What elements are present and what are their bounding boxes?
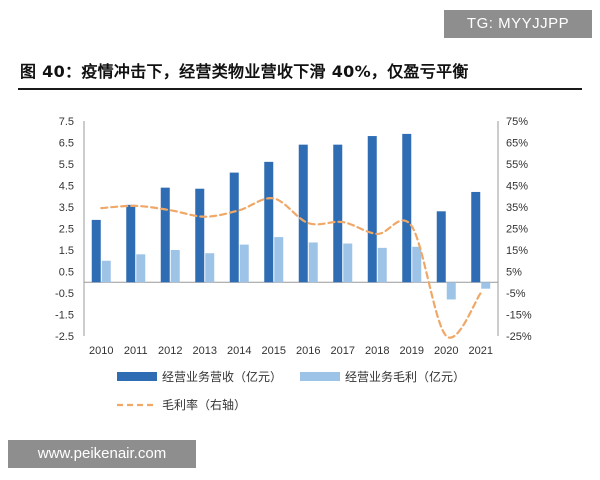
gross-profit-bar	[170, 250, 180, 283]
revenue-bar	[195, 188, 205, 283]
x-tick-label: 2014	[227, 345, 251, 357]
right-tick-label: 45%	[506, 181, 528, 193]
watermark: www.peikenair.com	[8, 440, 196, 468]
x-tick-label: 2013	[193, 345, 217, 357]
right-tick-label: 35%	[506, 202, 528, 214]
gross-profit-bar	[377, 247, 387, 283]
x-tick-label: 2019	[400, 345, 424, 357]
gross-profit-bar	[481, 282, 491, 289]
revenue-bar	[229, 172, 239, 283]
gross-profit-bar	[205, 253, 215, 283]
revenue-bars	[91, 133, 481, 283]
gross-profit-bar	[412, 246, 422, 283]
revenue-bar	[126, 204, 136, 283]
left-tick-label: -1.5	[55, 310, 74, 322]
gross-profit-bar	[274, 237, 284, 283]
x-tick-label: 2018	[365, 345, 389, 357]
revenue-bar	[264, 161, 274, 283]
x-axis-labels: 2010 2011 2012 2013 2014 2015 2016 2017 2018 2019…	[89, 345, 493, 357]
gross-profit-bar	[343, 243, 353, 283]
left-tick-label: 0.5	[59, 267, 74, 279]
x-tick-label: 2015	[262, 345, 286, 357]
revenue-bar	[402, 133, 412, 283]
left-tick-label: 6.5	[59, 138, 74, 150]
revenue-bar	[333, 144, 343, 283]
left-tick-label: 4.5	[59, 181, 74, 193]
right-tick-label: 15%	[506, 245, 528, 257]
left-tick-label: 2.5	[59, 224, 74, 236]
legend-swatch-gross-profit	[300, 372, 340, 381]
left-tick-label: 5.5	[59, 159, 74, 171]
combo-chart: 7.5 6.5 5.5 4.5 3.5 2.5 1.5 0.5 -0.5 -1.5 -2.5 75%…	[55, 116, 532, 412]
gross-profit-bar	[136, 254, 146, 283]
x-tick-label: 2017	[331, 345, 355, 357]
right-tick-label: -25%	[506, 331, 532, 343]
left-tick-label: 7.5	[59, 116, 74, 128]
gross-profit-bar	[446, 282, 456, 300]
x-tick-label: 2012	[158, 345, 182, 357]
right-tick-label: -15%	[506, 310, 532, 322]
title-divider	[18, 88, 582, 90]
legend-swatch-revenue	[117, 372, 157, 381]
legend-label-revenue: 经营业务营收（亿元）	[162, 369, 282, 384]
revenue-bar	[367, 136, 377, 283]
right-tick-label: 65%	[506, 138, 528, 150]
left-tick-label: -0.5	[55, 288, 74, 300]
left-tick-label: 1.5	[59, 245, 74, 257]
legend: 经营业务营收（亿元） 经营业务毛利（亿元） 毛利率（右轴）	[117, 369, 465, 412]
gross-profit-bar	[239, 244, 249, 283]
left-tick-label: 3.5	[59, 202, 74, 214]
x-tick-label: 2020	[434, 345, 458, 357]
gross-profit-bar	[101, 260, 111, 283]
right-axis-ticks: 75% 65% 55% 45% 35% 25% 15% 5% -5% -15% -25%	[506, 116, 532, 343]
chart-title: 图 40：疫情冲击下，经营类物业营收下滑 40%，仅盈亏平衡	[20, 62, 469, 81]
left-tick-label: -2.5	[55, 331, 74, 343]
gross-profit-bars	[101, 237, 491, 300]
x-tick-label: 2021	[469, 345, 493, 357]
margin-line	[100, 197, 482, 339]
legend-label-gross-profit: 经营业务毛利（亿元）	[345, 369, 465, 384]
tg-badge: TG: MYYJJPP	[444, 10, 592, 38]
revenue-bar	[298, 144, 308, 283]
legend-label-margin: 毛利率（右轴）	[162, 397, 246, 412]
revenue-bar	[160, 187, 170, 283]
revenue-bar	[471, 191, 481, 283]
right-tick-label: -5%	[506, 288, 526, 300]
x-tick-label: 2010	[89, 345, 113, 357]
right-tick-label: 55%	[506, 159, 528, 171]
right-tick-label: 25%	[506, 224, 528, 236]
revenue-bar	[436, 211, 446, 283]
right-tick-label: 5%	[506, 267, 522, 279]
x-tick-label: 2016	[296, 345, 320, 357]
x-tick-label: 2011	[124, 345, 148, 357]
right-tick-label: 75%	[506, 116, 528, 128]
gross-profit-bar	[308, 242, 318, 283]
left-axis-ticks: 7.5 6.5 5.5 4.5 3.5 2.5 1.5 0.5 -0.5 -1.5 -2.5	[55, 116, 74, 343]
revenue-bar	[91, 219, 101, 283]
